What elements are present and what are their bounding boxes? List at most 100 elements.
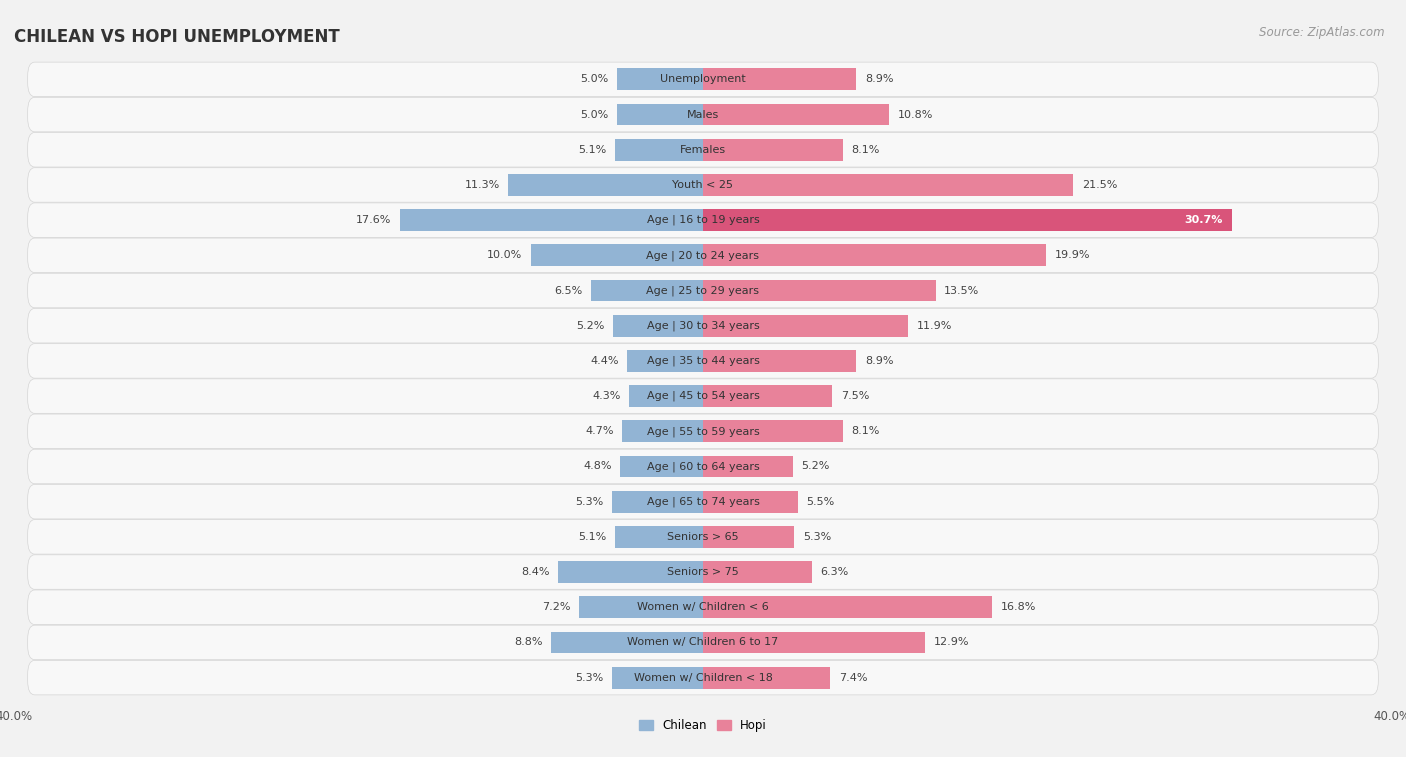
Text: 5.1%: 5.1%	[578, 532, 606, 542]
Text: 8.4%: 8.4%	[522, 567, 550, 577]
Text: Age | 45 to 54 years: Age | 45 to 54 years	[647, 391, 759, 401]
Text: 8.1%: 8.1%	[851, 145, 880, 154]
Bar	[703, 597, 993, 618]
Text: 5.2%: 5.2%	[801, 462, 830, 472]
Text: 6.3%: 6.3%	[820, 567, 848, 577]
Text: 5.5%: 5.5%	[807, 497, 835, 506]
Bar	[617, 68, 703, 90]
FancyBboxPatch shape	[28, 484, 1378, 519]
Text: Age | 20 to 24 years: Age | 20 to 24 years	[647, 250, 759, 260]
Text: 8.9%: 8.9%	[865, 74, 893, 84]
Text: Seniors > 65: Seniors > 65	[668, 532, 738, 542]
Bar	[703, 420, 842, 442]
FancyBboxPatch shape	[28, 308, 1378, 343]
FancyBboxPatch shape	[28, 519, 1378, 554]
Bar	[579, 597, 703, 618]
Bar	[703, 104, 889, 126]
Text: Age | 60 to 64 years: Age | 60 to 64 years	[647, 461, 759, 472]
Text: 5.1%: 5.1%	[578, 145, 606, 154]
FancyBboxPatch shape	[28, 203, 1378, 238]
Text: 4.3%: 4.3%	[592, 391, 620, 401]
FancyBboxPatch shape	[28, 378, 1378, 413]
Bar	[703, 385, 832, 407]
Text: 13.5%: 13.5%	[945, 285, 980, 295]
FancyBboxPatch shape	[28, 98, 1378, 132]
Text: 8.9%: 8.9%	[865, 356, 893, 366]
Bar	[627, 350, 703, 372]
Text: 30.7%: 30.7%	[1185, 215, 1223, 225]
Text: 17.6%: 17.6%	[356, 215, 391, 225]
Text: 8.1%: 8.1%	[851, 426, 880, 436]
FancyBboxPatch shape	[28, 273, 1378, 308]
Bar	[612, 491, 703, 512]
Bar	[703, 631, 925, 653]
FancyBboxPatch shape	[28, 449, 1378, 484]
Text: Age | 65 to 74 years: Age | 65 to 74 years	[647, 497, 759, 507]
Bar	[703, 68, 856, 90]
Bar	[531, 245, 703, 266]
Text: 5.0%: 5.0%	[581, 110, 609, 120]
Text: Age | 35 to 44 years: Age | 35 to 44 years	[647, 356, 759, 366]
Text: 12.9%: 12.9%	[934, 637, 969, 647]
Text: Age | 16 to 19 years: Age | 16 to 19 years	[647, 215, 759, 226]
Bar	[616, 526, 703, 548]
Text: Youth < 25: Youth < 25	[672, 180, 734, 190]
Text: 8.8%: 8.8%	[515, 637, 543, 647]
Text: 5.0%: 5.0%	[581, 74, 609, 84]
Bar	[628, 385, 703, 407]
Bar	[703, 491, 797, 512]
Text: 4.7%: 4.7%	[585, 426, 613, 436]
Text: 5.3%: 5.3%	[575, 673, 603, 683]
Bar	[703, 174, 1073, 196]
Bar	[509, 174, 703, 196]
Bar	[703, 561, 811, 583]
Text: 4.8%: 4.8%	[583, 462, 612, 472]
Text: Women w/ Children < 18: Women w/ Children < 18	[634, 673, 772, 683]
Text: 19.9%: 19.9%	[1054, 251, 1090, 260]
Bar	[558, 561, 703, 583]
Text: 7.5%: 7.5%	[841, 391, 869, 401]
Bar	[399, 209, 703, 231]
Text: Seniors > 75: Seniors > 75	[666, 567, 740, 577]
Text: 10.0%: 10.0%	[486, 251, 522, 260]
FancyBboxPatch shape	[28, 414, 1378, 449]
Text: 10.8%: 10.8%	[897, 110, 934, 120]
Bar	[703, 139, 842, 160]
Bar	[621, 420, 703, 442]
Bar	[613, 315, 703, 337]
Bar	[703, 279, 935, 301]
Text: 7.2%: 7.2%	[541, 603, 571, 612]
Text: 5.3%: 5.3%	[575, 497, 603, 506]
Text: Women w/ Children < 6: Women w/ Children < 6	[637, 603, 769, 612]
Text: Unemployment: Unemployment	[661, 74, 745, 84]
FancyBboxPatch shape	[28, 625, 1378, 659]
Bar	[703, 526, 794, 548]
FancyBboxPatch shape	[28, 62, 1378, 97]
Bar	[703, 245, 1046, 266]
Text: 5.2%: 5.2%	[576, 321, 605, 331]
Bar	[703, 350, 856, 372]
FancyBboxPatch shape	[28, 555, 1378, 589]
Text: 7.4%: 7.4%	[839, 673, 868, 683]
FancyBboxPatch shape	[28, 132, 1378, 167]
Legend: Chilean, Hopi: Chilean, Hopi	[634, 715, 772, 737]
FancyBboxPatch shape	[28, 660, 1378, 695]
Bar	[703, 667, 831, 689]
Text: 11.9%: 11.9%	[917, 321, 952, 331]
Text: CHILEAN VS HOPI UNEMPLOYMENT: CHILEAN VS HOPI UNEMPLOYMENT	[14, 28, 340, 46]
Text: Women w/ Children 6 to 17: Women w/ Children 6 to 17	[627, 637, 779, 647]
Text: 11.3%: 11.3%	[464, 180, 499, 190]
Bar	[616, 139, 703, 160]
Bar	[591, 279, 703, 301]
Text: Age | 30 to 34 years: Age | 30 to 34 years	[647, 320, 759, 331]
Bar	[617, 104, 703, 126]
Text: 6.5%: 6.5%	[554, 285, 582, 295]
Text: Age | 25 to 29 years: Age | 25 to 29 years	[647, 285, 759, 296]
Bar	[703, 315, 908, 337]
Bar	[703, 209, 1232, 231]
Bar	[620, 456, 703, 478]
Text: 4.4%: 4.4%	[591, 356, 619, 366]
Text: Males: Males	[688, 110, 718, 120]
Text: Females: Females	[681, 145, 725, 154]
Bar	[612, 667, 703, 689]
